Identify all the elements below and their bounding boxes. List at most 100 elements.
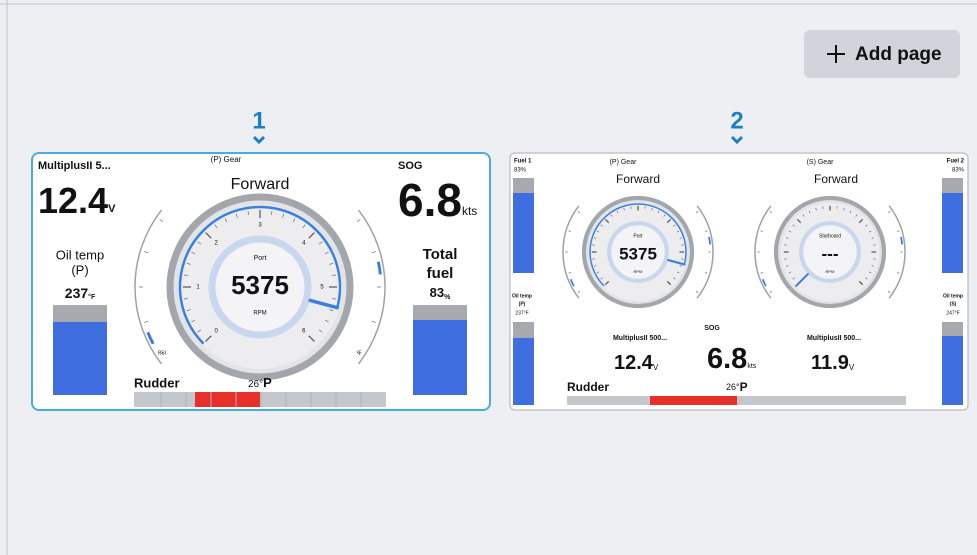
tick bbox=[868, 230, 872, 233]
needle bbox=[308, 298, 340, 310]
page-number[interactable]: 1 bbox=[252, 107, 265, 134]
side-arc bbox=[754, 205, 772, 299]
tick bbox=[788, 271, 792, 274]
label: SOG bbox=[398, 160, 422, 172]
hub bbox=[799, 221, 861, 283]
tick bbox=[159, 352, 164, 355]
value: 12.4 bbox=[38, 180, 108, 221]
tick bbox=[849, 210, 852, 214]
tick bbox=[600, 224, 603, 227]
tick bbox=[308, 335, 315, 342]
tick bbox=[871, 237, 875, 239]
tick bbox=[324, 251, 329, 255]
value: 11.9V bbox=[811, 352, 855, 374]
value: 26°P bbox=[726, 380, 748, 394]
tick bbox=[785, 237, 789, 239]
tick bbox=[815, 207, 817, 211]
needle bbox=[667, 259, 686, 266]
tick bbox=[871, 265, 875, 267]
button-bg[interactable] bbox=[804, 30, 960, 78]
value: 26° bbox=[248, 379, 263, 390]
hub bbox=[607, 221, 669, 283]
tick bbox=[596, 230, 600, 233]
label: MultiplusII 500... bbox=[807, 335, 861, 342]
unit: kts bbox=[747, 363, 756, 370]
tick bbox=[183, 298, 188, 300]
tick bbox=[705, 272, 708, 274]
label: Total bbox=[423, 246, 458, 263]
tick bbox=[183, 274, 188, 276]
value: 6.8kts bbox=[707, 343, 757, 375]
label: (P) bbox=[71, 262, 88, 277]
tick bbox=[329, 309, 334, 312]
side: P bbox=[740, 380, 748, 394]
label: MultiplusII 500... bbox=[613, 335, 667, 342]
needle bbox=[795, 273, 809, 287]
value: Forward bbox=[814, 172, 858, 186]
tick bbox=[769, 290, 773, 293]
tick bbox=[356, 219, 361, 222]
scale-label: 6 bbox=[302, 328, 306, 334]
label: (P) bbox=[519, 301, 526, 307]
button-label[interactable]: Add page bbox=[855, 44, 942, 65]
unit: V bbox=[108, 203, 116, 215]
tick bbox=[651, 207, 653, 211]
unit: °F bbox=[88, 293, 96, 301]
side: P bbox=[263, 375, 272, 390]
side-arc bbox=[134, 209, 163, 365]
tick bbox=[356, 352, 361, 355]
tick bbox=[318, 241, 323, 245]
gauge-name: Starboard bbox=[819, 233, 841, 239]
tick bbox=[144, 251, 149, 254]
page-card[interactable]: MultiplusII 5... 12.4V (P) Gear Forward … bbox=[31, 152, 491, 411]
scale-label: 4 bbox=[302, 241, 306, 247]
page-number[interactable]: 2 bbox=[730, 107, 743, 134]
value: Forward bbox=[616, 172, 660, 186]
tick bbox=[568, 230, 571, 232]
tick bbox=[271, 210, 273, 215]
rudder-ticks bbox=[160, 392, 362, 407]
plus-icon[interactable] bbox=[827, 45, 845, 63]
page-card[interactable]: Fuel 1 83% Fuel 2 83% (P) Gear Forward (… bbox=[509, 152, 969, 411]
tick bbox=[858, 280, 864, 286]
add-page-button[interactable]: Add page bbox=[804, 30, 960, 78]
side-indicator bbox=[146, 331, 155, 345]
gauge-value: 5375 bbox=[231, 270, 289, 300]
gauge-unit: RPM bbox=[826, 269, 835, 274]
tick bbox=[666, 218, 672, 224]
tick bbox=[205, 232, 212, 239]
tick bbox=[235, 213, 238, 218]
bar-fill bbox=[513, 193, 534, 273]
side-arc bbox=[888, 205, 906, 299]
tick bbox=[695, 290, 699, 293]
value: 83% bbox=[430, 285, 451, 300]
label: SOG bbox=[704, 325, 720, 332]
bar-fill bbox=[53, 322, 107, 395]
label: Fuel 2 bbox=[947, 159, 965, 165]
tick bbox=[769, 211, 773, 214]
tick bbox=[191, 251, 196, 255]
tick bbox=[623, 207, 625, 211]
tick bbox=[897, 272, 900, 274]
tick bbox=[760, 272, 763, 274]
gauge-unit: PSI bbox=[158, 350, 166, 356]
tick bbox=[186, 262, 191, 265]
value: 83 bbox=[430, 285, 444, 300]
tick bbox=[887, 211, 891, 214]
scale-label: 5 bbox=[320, 285, 324, 291]
tick bbox=[802, 214, 805, 217]
label: Oil temp bbox=[56, 247, 104, 262]
rpm-gauge bbox=[562, 195, 714, 309]
side-indicator bbox=[569, 278, 575, 287]
tick bbox=[663, 214, 666, 217]
value: 6.8 bbox=[398, 174, 462, 226]
tick bbox=[808, 210, 811, 214]
tick bbox=[676, 271, 680, 274]
tick bbox=[144, 320, 149, 323]
label: (S) bbox=[950, 301, 957, 307]
tick bbox=[676, 230, 680, 233]
tick bbox=[197, 329, 202, 333]
dial-arc bbox=[178, 205, 342, 345]
